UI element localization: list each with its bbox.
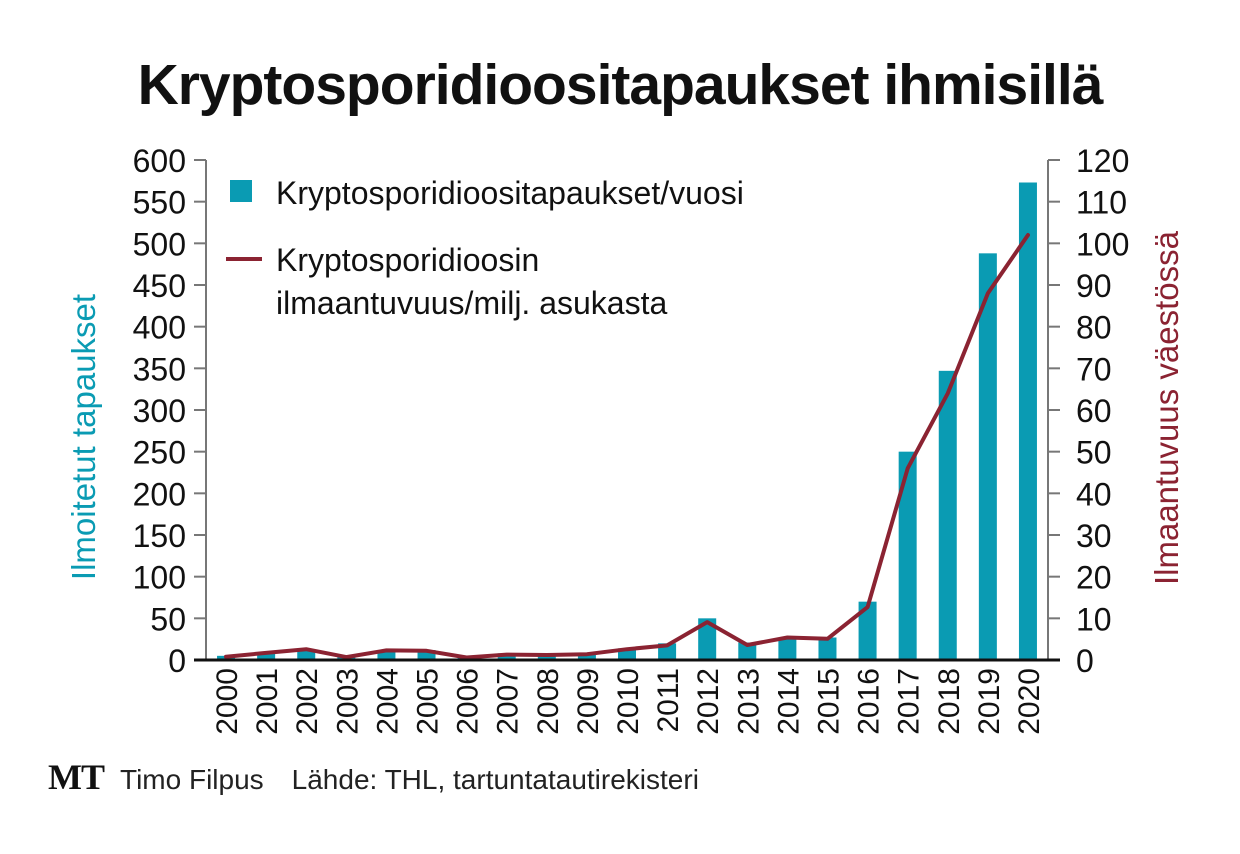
left-tick-label: 100 — [133, 560, 186, 596]
bar — [297, 649, 316, 660]
left-tick-label: 600 — [133, 143, 186, 179]
x-tick-label: 2009 — [572, 668, 605, 735]
left-tick-label: 500 — [133, 226, 186, 262]
x-tick-label: 2008 — [532, 668, 565, 735]
bar-series — [217, 182, 1037, 661]
left-tick-label: 300 — [133, 393, 186, 429]
left-tick-label: 400 — [133, 310, 186, 346]
bar — [618, 648, 636, 660]
left-tick-label: 0 — [168, 643, 186, 679]
bar — [978, 253, 997, 661]
x-tick-label: 2011 — [652, 668, 685, 733]
left-tick-label: 200 — [133, 476, 186, 512]
right-tick-label: 80 — [1076, 310, 1112, 346]
x-tick-label: 2020 — [1013, 668, 1046, 735]
right-tick-label: 100 — [1076, 226, 1129, 262]
incidence-line — [224, 233, 1030, 660]
x-tick-label: 2004 — [371, 668, 404, 735]
bar — [377, 650, 396, 660]
x-tick-label: 2016 — [853, 668, 886, 735]
x-tick-label: 2003 — [331, 668, 364, 735]
right-tick-label: 20 — [1076, 560, 1112, 596]
x-tick-label: 2019 — [973, 668, 1006, 735]
right-tick-label: 70 — [1076, 351, 1112, 387]
x-tick-label: 2013 — [732, 668, 765, 735]
right-tick-label: 40 — [1076, 476, 1112, 512]
right-tick-label: 50 — [1076, 435, 1112, 471]
x-tick-label: 2018 — [933, 668, 966, 735]
publisher-logo: MT — [48, 757, 105, 797]
chart-title: Kryptosporidioositapaukset ihmisillä — [137, 53, 1104, 117]
left-tick-label: 550 — [133, 185, 186, 221]
x-tick-label: 2000 — [211, 668, 244, 735]
legend-bar-swatch — [230, 180, 252, 202]
right-y-axis: 0 10 20 30 40 50 60 70 80 90 100 110 120 — [1047, 143, 1129, 679]
left-tick-label: 350 — [133, 351, 186, 387]
bar — [778, 637, 797, 660]
x-tick-label: 2012 — [692, 668, 725, 735]
bar — [497, 653, 516, 660]
bar — [818, 637, 837, 660]
bar — [738, 642, 757, 660]
x-tick-label: 2017 — [893, 668, 926, 735]
bar — [577, 653, 596, 660]
right-tick-label: 90 — [1076, 268, 1112, 304]
legend-line-label-1: Kryptosporidioosin — [276, 242, 539, 278]
x-tick-label: 2015 — [812, 668, 845, 735]
left-tick-label: 150 — [133, 518, 186, 554]
x-tick-label: 2005 — [412, 668, 445, 735]
right-tick-label: 0 — [1076, 643, 1094, 679]
bar — [858, 601, 877, 660]
author-credit: Timo Filpus — [120, 764, 264, 795]
left-tick-label: 450 — [133, 268, 186, 304]
right-tick-label: 110 — [1076, 185, 1127, 221]
x-tick-label: 2006 — [452, 668, 485, 735]
left-y-axis: 0 50 100 150 200 250 300 350 400 450 500 550 600 — [133, 143, 207, 679]
right-tick-label: 30 — [1076, 518, 1112, 554]
source-note: Lähde: THL, tartuntatautirekisteri — [291, 764, 699, 795]
legend: Kryptosporidioositapaukset/vuosi Kryptosp… — [226, 175, 744, 321]
bar — [417, 650, 436, 660]
legend-bar-label: Kryptosporidioositapaukset/vuosi — [276, 175, 744, 211]
bar — [938, 370, 957, 660]
axis-titles: Ilmoitetut tapaukset Ilmaantuvuus väestös… — [65, 230, 1185, 585]
bar — [1018, 182, 1037, 660]
legend-line-label-2: ilmaantuvuus/milj. asukasta — [276, 285, 667, 321]
x-tick-label: 2010 — [612, 668, 645, 735]
x-tick-label: 2007 — [492, 668, 525, 735]
bar — [698, 618, 717, 660]
right-tick-label: 60 — [1076, 393, 1112, 429]
right-tick-label: 120 — [1076, 143, 1129, 179]
bar — [257, 653, 276, 660]
x-tick-label: 2002 — [291, 668, 324, 735]
bar — [898, 451, 917, 660]
left-tick-label: 250 — [133, 435, 186, 471]
right-tick-label: 10 — [1076, 601, 1112, 637]
x-tick-label: 2014 — [772, 668, 805, 735]
line-series — [224, 233, 1030, 660]
left-tick-label: 50 — [150, 601, 186, 637]
right-axis-title: Ilmaantuvuus väestössä — [1148, 230, 1185, 585]
footer: MT Timo Filpus Lähde: THL, tartuntatauti… — [48, 756, 699, 797]
x-tick-label: 2001 — [251, 668, 284, 735]
left-axis-title: Ilmoitetut tapaukset — [65, 294, 102, 580]
x-axis: 2000 2001 2002 2003 2004 2005 2006 2007 2008 2009… — [194, 658, 1060, 735]
